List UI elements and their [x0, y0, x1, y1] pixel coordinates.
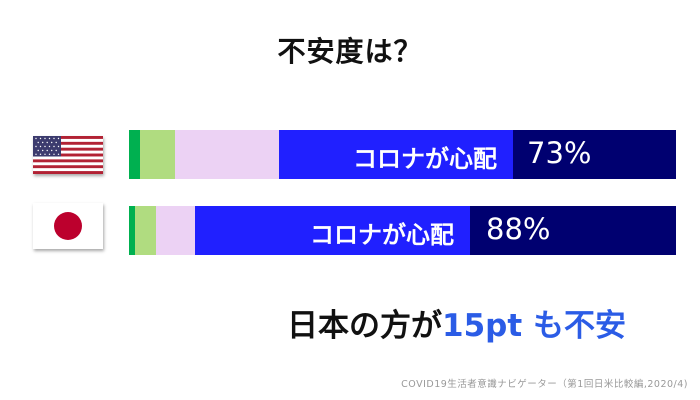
- segment-label: コロナが心配: [310, 221, 454, 249]
- conclusion-text: 日本の方が15pt も不安: [287, 300, 626, 345]
- segment-label: コロナが心配: [353, 145, 497, 173]
- bar-segment-worried-strong: 73%: [513, 130, 676, 179]
- conclusion-highlight: 15pt も不安: [442, 308, 626, 344]
- source-note: COVID19生活者意識ナビゲーター（第1回日米比較編,2020/4): [401, 379, 688, 390]
- bar-japan: コロナが心配 88%: [129, 206, 676, 255]
- bar-segment-worried: コロナが心配: [279, 130, 513, 179]
- value-label: 73%: [527, 136, 592, 170]
- bar-segment-worried: コロナが心配: [195, 206, 470, 255]
- conclusion-prefix: 日本の方が: [287, 308, 442, 344]
- us-flag-icon: [33, 136, 103, 174]
- bar-segment-1: [129, 130, 140, 179]
- bar-segment-3: [175, 130, 279, 179]
- bar-segment-2: [135, 206, 156, 255]
- japan-flag-icon: [33, 203, 103, 249]
- bar-segment-1: [129, 206, 135, 255]
- value-label: 88%: [486, 212, 551, 246]
- bar-usa: コロナが心配 73%: [129, 130, 676, 179]
- bar-segment-2: [140, 130, 175, 179]
- bar-segment-worried-strong: 88%: [470, 206, 676, 255]
- chart-title: 不安度は？: [277, 35, 423, 68]
- bar-segment-3: [156, 206, 195, 255]
